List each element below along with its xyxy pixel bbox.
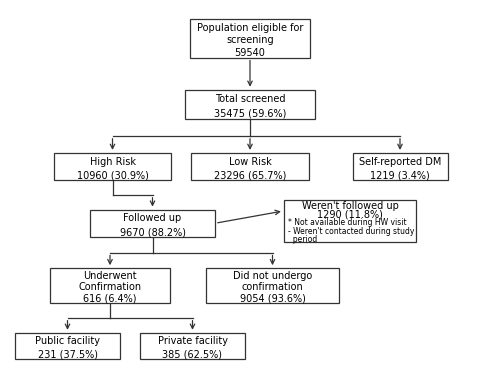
Text: Private facility: Private facility	[158, 336, 228, 346]
FancyBboxPatch shape	[15, 333, 120, 359]
Text: 35475 (59.6%): 35475 (59.6%)	[214, 109, 286, 119]
Text: 616 (6.4%): 616 (6.4%)	[83, 294, 137, 304]
FancyBboxPatch shape	[140, 333, 245, 359]
Text: Total screened: Total screened	[215, 94, 285, 104]
Text: 1290 (11.8%): 1290 (11.8%)	[317, 209, 383, 219]
Text: Self-reported DM: Self-reported DM	[359, 157, 441, 167]
Text: Weren't followed up: Weren't followed up	[302, 201, 398, 211]
Text: High Risk: High Risk	[90, 157, 136, 167]
FancyBboxPatch shape	[191, 153, 308, 180]
FancyBboxPatch shape	[352, 153, 448, 180]
FancyBboxPatch shape	[190, 19, 310, 57]
Text: 10960 (30.9%): 10960 (30.9%)	[76, 171, 148, 180]
Text: 9054 (93.6%): 9054 (93.6%)	[240, 294, 306, 304]
FancyBboxPatch shape	[185, 90, 315, 119]
Text: * Not available during HW visit: * Not available during HW visit	[288, 218, 406, 227]
Text: Underwent: Underwent	[83, 270, 137, 281]
Text: confirmation: confirmation	[242, 282, 304, 292]
FancyBboxPatch shape	[54, 153, 171, 180]
FancyBboxPatch shape	[50, 268, 170, 303]
Text: Did not undergo: Did not undergo	[233, 270, 312, 281]
Text: 23296 (65.7%): 23296 (65.7%)	[214, 171, 286, 180]
Text: screening: screening	[226, 36, 274, 45]
FancyBboxPatch shape	[90, 209, 215, 237]
Text: 231 (37.5%): 231 (37.5%)	[38, 350, 98, 359]
Text: Low Risk: Low Risk	[228, 157, 272, 167]
Text: Population eligible for: Population eligible for	[197, 23, 303, 33]
Text: 59540: 59540	[234, 48, 266, 58]
Text: period: period	[288, 235, 317, 244]
Text: - Weren't contacted during study: - Weren't contacted during study	[288, 227, 414, 236]
Text: Followed up: Followed up	[124, 213, 182, 224]
Text: Confirmation: Confirmation	[78, 282, 142, 292]
FancyBboxPatch shape	[284, 201, 416, 242]
Text: 9670 (88.2%): 9670 (88.2%)	[120, 227, 186, 237]
Text: 385 (62.5%): 385 (62.5%)	[162, 350, 222, 359]
Text: Public facility: Public facility	[35, 336, 100, 346]
Text: 1219 (3.4%): 1219 (3.4%)	[370, 171, 430, 180]
FancyBboxPatch shape	[206, 268, 339, 303]
